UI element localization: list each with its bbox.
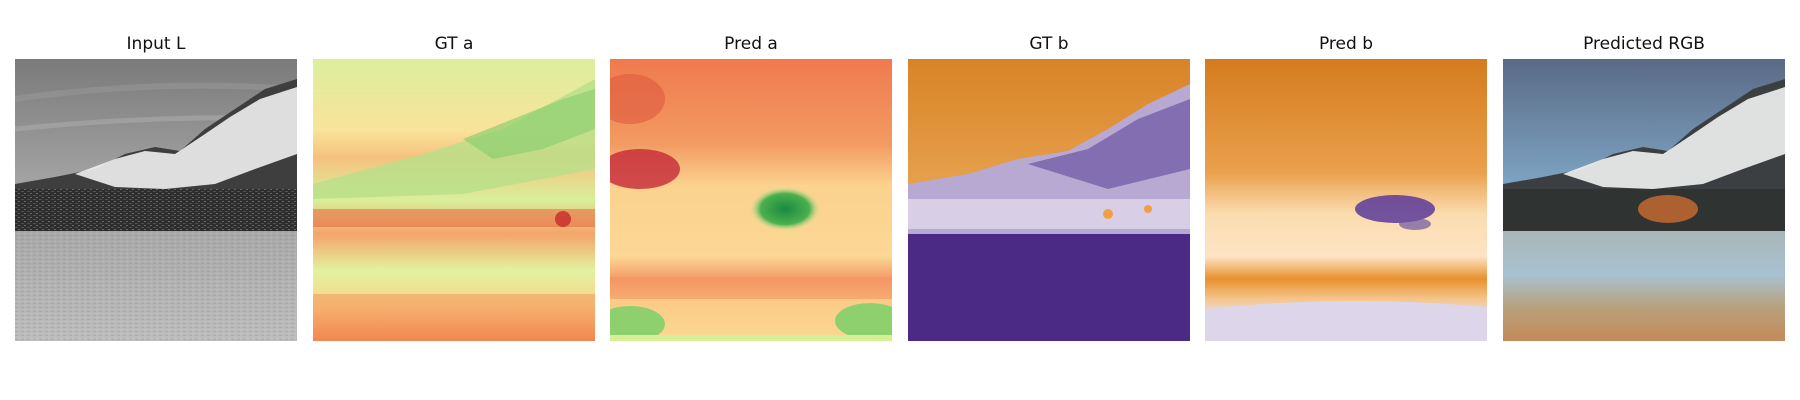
pred-b-image — [1205, 59, 1487, 341]
panel-pred-rgb: Predicted RGB — [1503, 30, 1785, 341]
input-l-image — [15, 59, 297, 341]
gt-a-image — [313, 59, 595, 341]
panel-pred-b: Pred b — [1205, 30, 1487, 341]
panel-input-l: Input L — [15, 30, 297, 341]
gt-b-image — [908, 59, 1190, 341]
panel-gt-b: GT b — [908, 30, 1190, 341]
panel-pred-a: Pred a — [610, 30, 892, 341]
pred-a-image — [610, 59, 892, 341]
panel-title: GT a — [434, 34, 474, 54]
panel-title: GT b — [1029, 34, 1069, 54]
panel-title: Pred a — [724, 34, 778, 54]
predicted-rgb-image — [1503, 59, 1785, 341]
panel-title: Pred b — [1318, 34, 1373, 54]
panel-title: Predicted RGB — [1583, 34, 1705, 54]
panel-title: Input L — [126, 34, 186, 54]
panel-gt-a: GT a — [313, 30, 595, 341]
